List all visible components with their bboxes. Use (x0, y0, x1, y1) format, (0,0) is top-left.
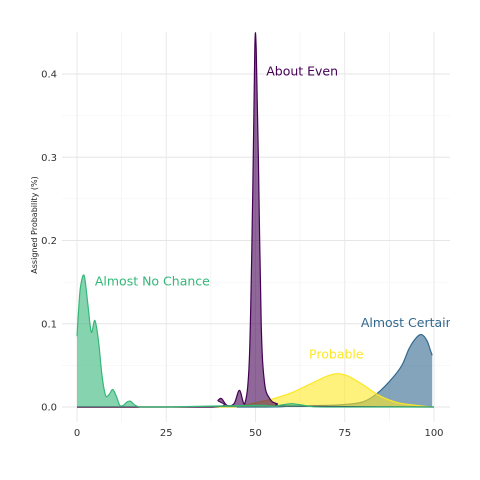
y-tick-label: 0.0 (41, 403, 57, 414)
x-axis-ticks: 0 25 50 75 100 (74, 428, 444, 439)
density-line-about-even (76, 32, 435, 408)
x-tick-label: 75 (338, 428, 351, 439)
y-axis-ticks: 0.0 0.1 0.2 0.3 0.4 (41, 70, 57, 414)
y-tick-label: 0.2 (41, 236, 57, 247)
series-annotations: About Even Almost No Chance Almost Certain… (95, 64, 465, 362)
y-tick-label: 0.4 (41, 70, 57, 81)
density-area-almost-no-chance (77, 274, 434, 407)
density-area-probable (77, 373, 433, 407)
annotation-almost-certainly: Almost Certainly (361, 315, 465, 330)
density-area-about-even (77, 32, 434, 407)
annotation-about-even: About Even (266, 64, 338, 79)
density-areas (76, 32, 435, 408)
density-area-almost-certainly (77, 334, 433, 407)
x-tick-label: 0 (74, 428, 80, 439)
annotation-almost-no-chance: Almost No Chance (95, 273, 210, 288)
y-tick-label: 0.3 (41, 153, 57, 164)
x-tick-label: 100 (424, 428, 443, 439)
y-axis-label: Assigned Probability (%) (30, 176, 39, 273)
density-line-almost-no-chance (76, 274, 434, 408)
annotation-probable: Probable (309, 347, 364, 362)
y-tick-label: 0.1 (41, 319, 57, 330)
x-tick-label: 50 (249, 428, 262, 439)
x-tick-label: 25 (160, 428, 173, 439)
